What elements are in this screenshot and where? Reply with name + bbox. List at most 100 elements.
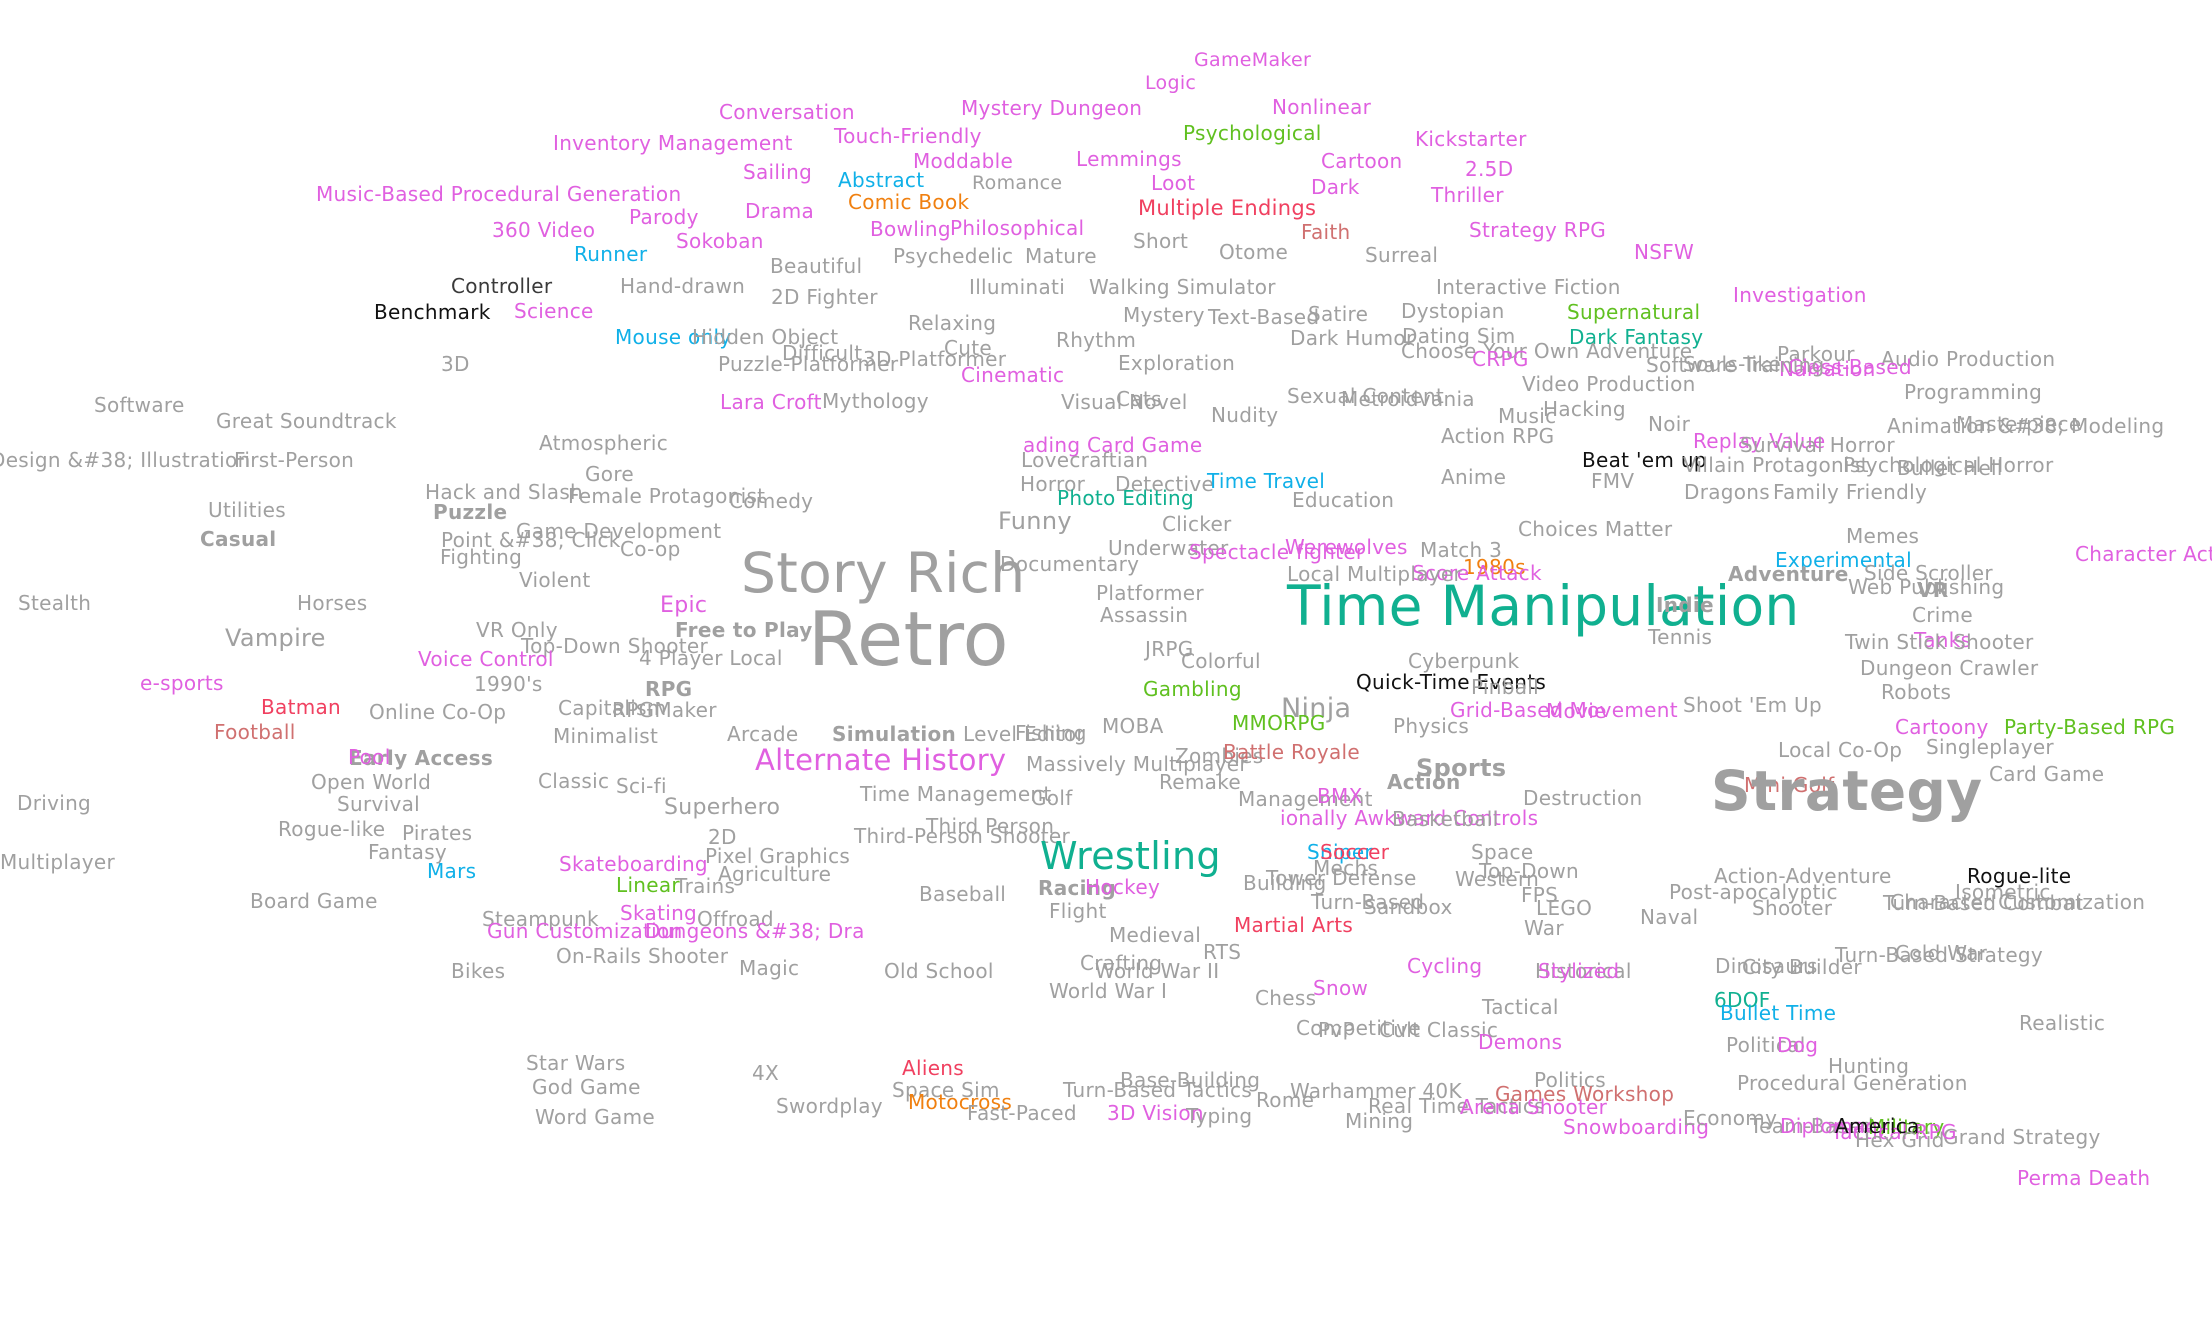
tag-star-wars: Star Wars <box>526 1051 626 1075</box>
tag-minimalist: Minimalist <box>553 724 659 748</box>
tag-battle-royale: Battle Royale <box>1223 740 1360 764</box>
tag-arcade: Arcade <box>727 722 799 746</box>
tag-economy: Economy <box>1683 1106 1778 1130</box>
tag-nudity: Nudity <box>1211 403 1279 427</box>
tag-tennis: Tennis <box>1648 625 1713 649</box>
tag-bmx: BMX <box>1317 784 1363 808</box>
tag-noir: Noir <box>1648 412 1691 436</box>
tag-violent: Violent <box>519 568 591 592</box>
tag-assassin: Assassin <box>1100 603 1189 627</box>
tag-adventure: Adventure <box>1728 562 1849 586</box>
tag-aliens: Aliens <box>902 1056 964 1080</box>
tag-pinball: Pinball <box>1471 675 1540 699</box>
tag-rts: RTS <box>1203 940 1242 964</box>
tag-tanks: Tanks <box>1914 628 1972 652</box>
tag-game-development: Game Development <box>516 519 722 543</box>
tag-anime: Anime <box>1441 465 1507 489</box>
tag-online-co-op: Online Co-Op <box>369 700 507 724</box>
tag-metroidvania: Metroidvania <box>1341 387 1475 411</box>
tag-level-editor: Level Editor <box>963 722 1085 746</box>
tag-otome: Otome <box>1219 240 1289 264</box>
tag-horror: Horror <box>1020 472 1086 496</box>
tag-cartoon: Cartoon <box>1321 149 1403 173</box>
tag-politics: Politics <box>1534 1068 1606 1092</box>
tag-pool: Pool <box>348 745 391 769</box>
tag-cats: Cats <box>1116 387 1162 411</box>
tag-bullet-hell: Bullet Hell <box>1897 456 2003 480</box>
tag-party-based-rpg: Party-Based RPG <box>2004 715 2176 739</box>
tag-crafting: Crafting <box>1080 951 1163 975</box>
tag-satire: Satire <box>1308 302 1369 326</box>
tag-strategy: Strategy <box>1711 759 1983 823</box>
tag-pirates: Pirates <box>402 821 473 845</box>
tag-parkour: Parkour <box>1777 342 1855 366</box>
tag-cartoony: Cartoony <box>1895 715 1989 739</box>
tag-political: Political <box>1726 1033 1806 1057</box>
tag-vampire: Vampire <box>225 624 326 652</box>
tag-dungeon-crawler: Dungeon Crawler <box>1860 656 2039 680</box>
tag-psychological-horror: Psychological Horror <box>1843 453 2054 477</box>
tag-time-management: Time Management <box>860 782 1052 806</box>
tag-memes: Memes <box>1846 524 1920 548</box>
tag-rogue-like: Rogue-like <box>278 817 386 841</box>
tag-trains: Trains <box>675 874 736 898</box>
tag-martial-arts: Martial Arts <box>1234 913 1354 937</box>
tag-retro: Retro <box>808 595 1009 683</box>
tag-music: Music <box>1498 404 1557 428</box>
tag-turn-based-strategy: Turn-Based Strategy <box>1835 943 2044 967</box>
tag-local-co-op: Local Co-Op <box>1778 738 1903 762</box>
tag-hidden-object: Hidden Object <box>692 325 839 349</box>
tag-perma-death: Perma Death <box>2017 1166 2151 1190</box>
tag-ionally-awkward-controls: ionally Awkward Controls <box>1280 806 1539 830</box>
tag-music-based-procedural-generation: Music-Based Procedural Generation <box>316 182 682 206</box>
tag-flight: Flight <box>1049 899 1107 923</box>
tag-batman: Batman <box>261 695 342 719</box>
tag-parody: Parody <box>629 205 699 229</box>
tag-family-friendly: Family Friendly <box>1773 480 1928 504</box>
tag-space-sim: Space Sim <box>892 1078 1000 1102</box>
tag-logic: Logic <box>1145 72 1197 94</box>
tag-fmv: FMV <box>1591 469 1635 493</box>
tag-survival: Survival <box>337 792 421 816</box>
tag-early-access: Early Access <box>349 746 494 770</box>
tag-board-game: Board Game <box>250 889 378 913</box>
tag-mars: Mars <box>427 859 477 883</box>
tag-sci-fi: Sci-fi <box>616 774 667 798</box>
tag-atmospheric: Atmospheric <box>539 431 669 455</box>
tag-education: Education <box>1292 488 1395 512</box>
tag-difficult: Difficult <box>782 341 863 365</box>
tag-offroad: Offroad <box>697 907 774 931</box>
tag-conversation: Conversation <box>719 100 855 124</box>
tag-fast-paced: Fast-Paced <box>967 1101 1077 1125</box>
tag-space: Space <box>1471 840 1534 864</box>
tag-fps: FPS <box>1521 883 1559 907</box>
tag-top-down-shooter: Top-Down Shooter <box>521 634 709 658</box>
tag-steampunk: Steampunk <box>482 907 599 931</box>
tag-thriller: Thriller <box>1431 183 1504 207</box>
tag-time-manipulation: Time Manipulation <box>1287 574 1800 638</box>
tag-choices-matter: Choices Matter <box>1518 517 1673 541</box>
tag-action-adventure: Action-Adventure <box>1714 864 1892 888</box>
tag-typing: Typing <box>1186 1104 1253 1128</box>
tag-clicker: Clicker <box>1162 512 1232 536</box>
tag-sokoban: Sokoban <box>676 229 764 253</box>
tag-faith: Faith <box>1301 220 1351 244</box>
tag-quick-time-events: Quick-Time Events <box>1356 670 1547 694</box>
tag-open-world: Open World <box>311 770 432 794</box>
tag-psychedelic: Psychedelic <box>893 244 1014 268</box>
tag-snowboarding: Snowboarding <box>1563 1115 1710 1139</box>
tag-dinosaurs: Dinosaurs <box>1715 954 1818 978</box>
tag-demons: Demons <box>1478 1030 1563 1054</box>
tag-driving: Driving <box>17 791 92 815</box>
tag-singleplayer: Singleplayer <box>1926 735 2054 759</box>
tag-classic: Classic <box>538 769 610 793</box>
tag-post-apocalyptic: Post-apocalyptic <box>1669 880 1838 904</box>
tag-god-game: God Game <box>532 1075 641 1099</box>
tag-co-op: Co-op <box>620 537 681 561</box>
tag-text-based: Text-Based <box>1208 305 1320 329</box>
tag-4-player-local: 4 Player Local <box>639 646 783 670</box>
tag-gamemaker: GameMaker <box>1194 49 1312 71</box>
tag-magic: Magic <box>739 956 800 980</box>
tag-snow: Snow <box>1313 976 1369 1000</box>
